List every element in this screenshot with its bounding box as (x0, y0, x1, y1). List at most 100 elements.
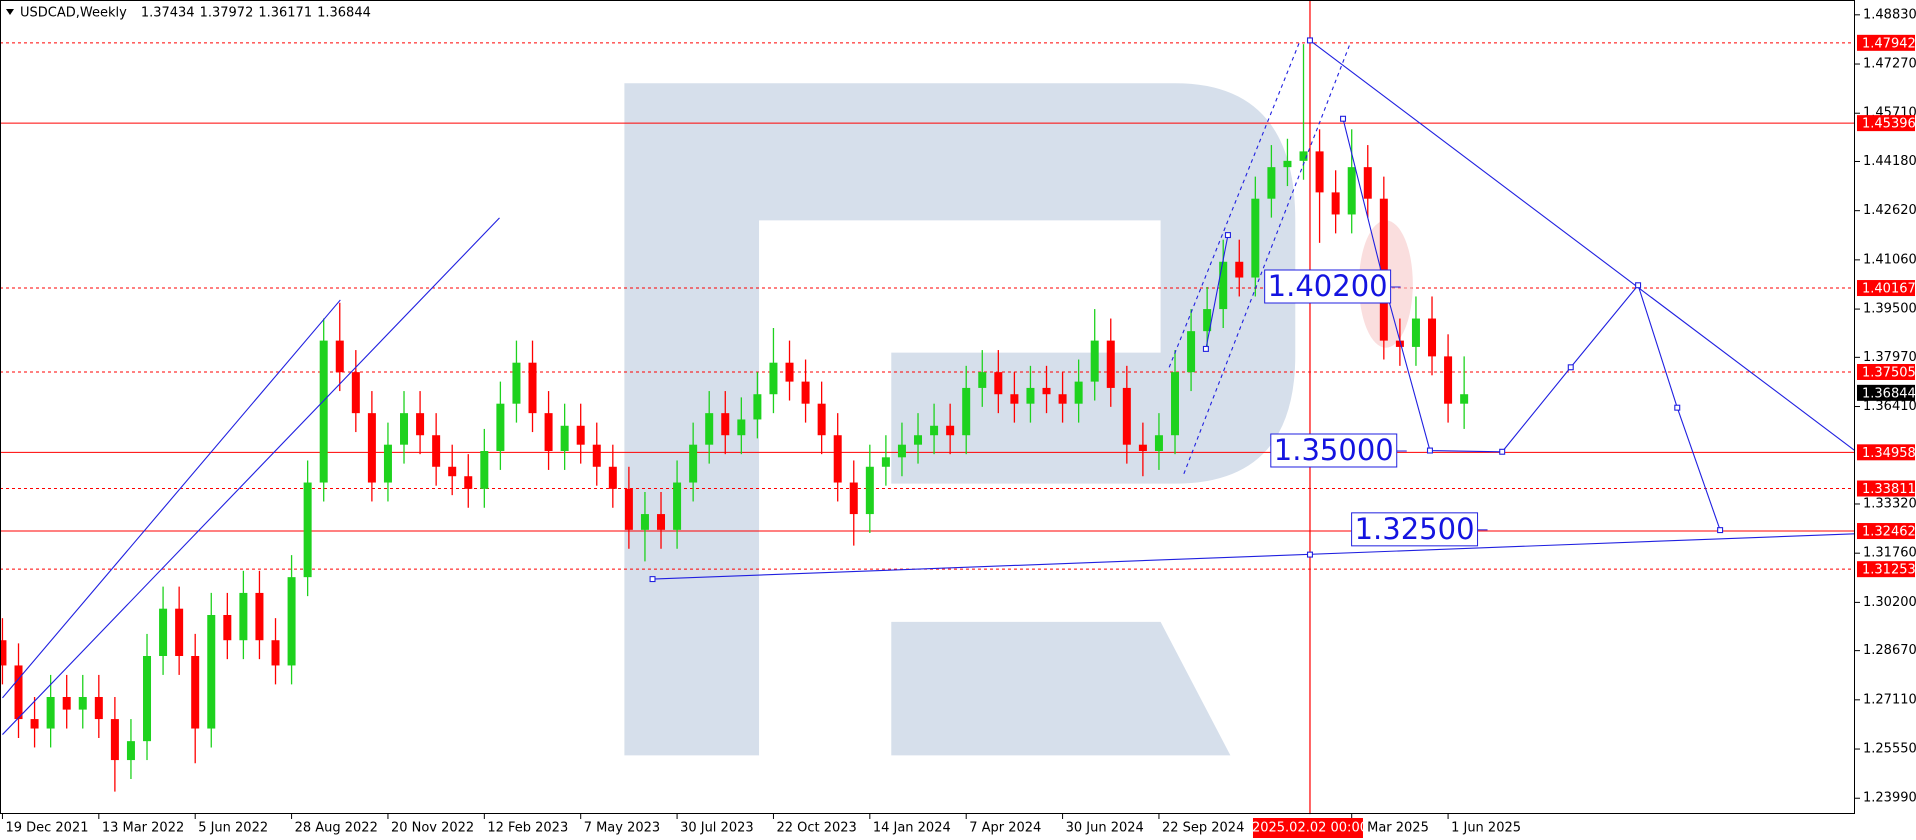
plot-frame (0, 0, 1855, 814)
price-level-tag (1857, 523, 1915, 540)
candle-body (432, 435, 441, 467)
candle-body (62, 696, 71, 710)
x-tick-label: 14 Jan 2024 (873, 821, 951, 836)
y-tick-label: 1.37970 (1863, 350, 1916, 365)
candle-body (94, 696, 103, 720)
candle-body (608, 466, 617, 489)
candle-body (110, 719, 119, 761)
candle-body (528, 362, 537, 414)
candle-body (1460, 394, 1469, 404)
watermark-r (624, 83, 1296, 756)
candle-body (592, 444, 601, 467)
candle-body (1122, 387, 1131, 445)
header-value: 1.36844 (317, 6, 371, 21)
candle-body (994, 372, 1003, 395)
candle-body (689, 444, 698, 483)
y-tick-label: 1.42620 (1863, 203, 1916, 218)
candle-body (143, 655, 152, 742)
price-level-label: 1.45396 (1862, 117, 1916, 132)
candle-body (1187, 331, 1196, 373)
candle-body (1203, 309, 1212, 332)
current-price-tag (1857, 384, 1915, 401)
candle-body (544, 413, 553, 451)
candle-body (753, 394, 762, 420)
candle-body (930, 425, 939, 436)
candle-body (801, 381, 810, 404)
marker (1674, 404, 1681, 411)
candle-body (576, 425, 585, 445)
candle-body (159, 608, 168, 656)
price-level-label: 1.34958 (1862, 446, 1916, 461)
marker (1499, 448, 1506, 455)
candle-body (480, 450, 489, 489)
candle-body (207, 614, 216, 729)
candle-body (496, 403, 505, 451)
x-tick-label: 22 Oct 2023 (776, 821, 856, 836)
candle-body (1331, 192, 1340, 215)
x-tick-label: 5 Jun 2022 (198, 821, 268, 836)
price-level-label: 1.33811 (1862, 482, 1916, 497)
candle-body (1299, 151, 1308, 161)
candle-body (849, 482, 858, 515)
marker (1202, 345, 1209, 352)
y-tick-label: 1.48830 (1863, 7, 1916, 22)
candle-body (1235, 261, 1244, 278)
annotation-box (1270, 433, 1398, 468)
candle-body (657, 514, 666, 530)
candle-body (865, 466, 874, 515)
marker (1306, 37, 1313, 44)
candle-body (1074, 381, 1083, 404)
candle-body (335, 340, 344, 373)
y-tick-label: 1.47270 (1863, 57, 1916, 72)
x-tick-label: 7 Apr 2024 (969, 821, 1041, 836)
forecast-path (1342, 118, 1721, 531)
marker (1426, 447, 1433, 454)
candle-body (737, 419, 746, 436)
candle-body (640, 514, 649, 530)
x-tick-label: 1 Jun 2025 (1451, 821, 1521, 836)
candle-body (416, 413, 425, 436)
candle-body (383, 444, 392, 483)
candle-body (255, 592, 264, 641)
y-tick-label: 1.28670 (1863, 643, 1916, 658)
candle-body (239, 592, 248, 641)
annotation-label: 1.40200 (1268, 269, 1388, 303)
candle-body (400, 413, 409, 445)
candle-body (191, 655, 200, 729)
candle-body (946, 425, 955, 436)
candle-body (1283, 160, 1292, 168)
candle-body (1042, 387, 1051, 395)
annotation-box (1351, 512, 1479, 547)
candle-body (1347, 167, 1356, 215)
x-tick-label: 22 Sep 2024 (1162, 821, 1244, 836)
candle-body (319, 340, 328, 483)
candle-body (1058, 394, 1067, 404)
candle-body (30, 719, 39, 729)
x-tick-label: 13 Mar 2022 (102, 821, 184, 836)
candle-body (785, 362, 794, 382)
candle-body (0, 640, 7, 666)
candle-body (978, 372, 987, 388)
marker (1717, 527, 1724, 534)
candle-body (271, 640, 280, 666)
price-level-tag (1857, 115, 1915, 132)
x-tick-label: 19 Dec 2021 (5, 821, 88, 836)
candle-body (833, 435, 842, 483)
y-tick-label: 1.33320 (1863, 496, 1916, 511)
y-tick-label: 1.39500 (1863, 302, 1916, 317)
candle-body (1363, 167, 1372, 199)
candle-body (78, 696, 87, 710)
y-tick-label: 1.30200 (1863, 595, 1916, 610)
candle-body (624, 488, 633, 530)
header-value: 1.36171 (258, 6, 312, 21)
labels: 1.488301.472701.457101.441801.426201.410… (1, 7, 1916, 838)
candle-body (1444, 356, 1453, 404)
candle-body (512, 362, 521, 404)
price-level-label: 1.32462 (1862, 525, 1916, 540)
header-value: 1.37972 (200, 6, 254, 21)
crosshair-tag (1252, 818, 1363, 838)
candle-body (769, 362, 778, 395)
candle-body (1251, 198, 1260, 278)
price-level-tag (1857, 34, 1915, 51)
